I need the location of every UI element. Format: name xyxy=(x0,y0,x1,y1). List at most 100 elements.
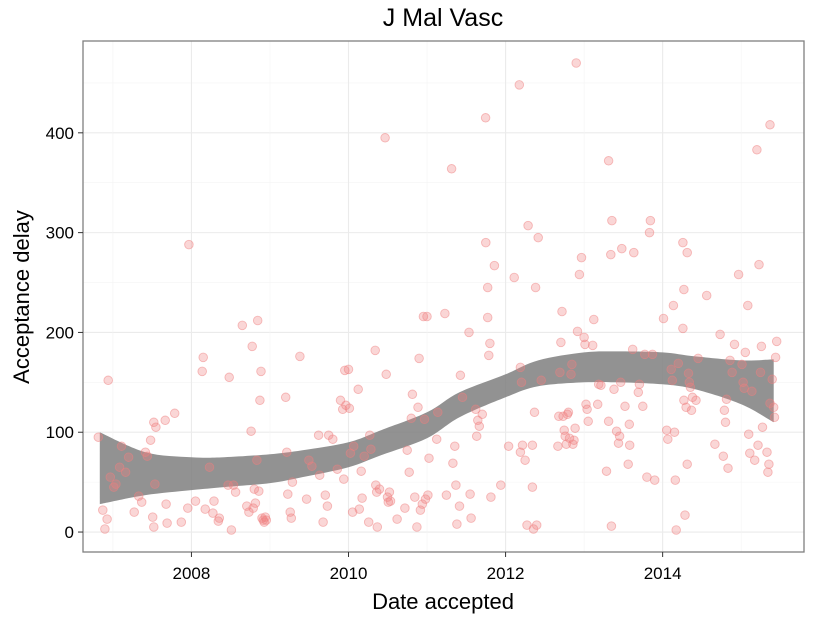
scatter-point xyxy=(769,412,780,423)
scatter-point xyxy=(477,409,488,420)
scatter-point xyxy=(105,472,116,482)
x-tick-label: 2010 xyxy=(330,564,368,583)
scatter-point xyxy=(503,441,514,451)
x-axis-title: Date accepted xyxy=(372,589,514,614)
scatter-point xyxy=(527,482,538,492)
scatter-point xyxy=(287,477,298,487)
scatter-point xyxy=(685,382,696,393)
scatter-point xyxy=(417,499,428,509)
scatter-point xyxy=(485,338,495,349)
scatter-point xyxy=(402,445,412,455)
scatter-point xyxy=(767,374,777,385)
scatter-point xyxy=(701,290,712,301)
scatter-point xyxy=(147,512,158,522)
scatter-point xyxy=(601,466,612,476)
scatter-point xyxy=(363,517,374,527)
scatter-point xyxy=(729,339,740,350)
scatter-point xyxy=(380,133,390,143)
scatter-point xyxy=(381,369,391,380)
scatter-point xyxy=(569,435,579,445)
scatter-point xyxy=(123,452,134,462)
scatter-point xyxy=(615,377,626,388)
scatter-point xyxy=(328,434,338,444)
scatter-point xyxy=(344,403,355,414)
scatter-point xyxy=(359,451,369,461)
scatter-point xyxy=(603,156,614,166)
scatter-point xyxy=(557,306,567,317)
scatter-point xyxy=(567,359,577,370)
scatter-point xyxy=(161,499,171,509)
scatter-point xyxy=(682,459,692,469)
scatter-point xyxy=(754,259,764,270)
scatter-point xyxy=(422,311,432,322)
scatter-point xyxy=(93,432,104,442)
scatter-point xyxy=(480,113,491,123)
scatter-point xyxy=(671,525,681,535)
scatter-point xyxy=(589,314,599,325)
scatter-point xyxy=(200,504,210,514)
scatter-point xyxy=(455,370,466,381)
scatter-point xyxy=(176,517,187,527)
scatter-point xyxy=(481,237,491,248)
scatter-point xyxy=(764,459,774,469)
scatter-point xyxy=(392,514,402,524)
scatter-point xyxy=(533,232,543,243)
scatter-point xyxy=(629,247,639,258)
scatter-point xyxy=(482,282,493,293)
scatter-point xyxy=(365,430,375,440)
scatter-point xyxy=(385,496,396,506)
scatter-point xyxy=(407,389,418,400)
scatter-point xyxy=(343,364,354,375)
scatter-point xyxy=(423,490,433,500)
scatter-point xyxy=(486,492,496,502)
scatter-point xyxy=(406,413,417,424)
scatter-point xyxy=(658,313,669,324)
y-tick-label: 200 xyxy=(46,323,74,342)
scatter-point xyxy=(149,522,159,532)
scatter-point xyxy=(464,327,474,338)
scatter-point xyxy=(624,440,635,450)
scatter-point xyxy=(644,227,655,238)
scatter-point xyxy=(530,282,541,293)
scatter-point xyxy=(255,395,265,406)
scatter-point xyxy=(679,284,689,295)
scatter-point xyxy=(252,455,262,465)
scatter-point xyxy=(723,463,733,473)
scatter-point xyxy=(579,332,589,343)
scatter-point xyxy=(353,384,363,395)
scatter-point xyxy=(555,367,565,378)
scatter-point xyxy=(412,522,422,532)
scatter-point xyxy=(576,252,587,263)
scatter-point xyxy=(523,220,533,231)
scatter-point xyxy=(162,518,172,528)
scatter-point xyxy=(520,455,530,465)
scatter-point xyxy=(441,490,452,500)
scatter-point xyxy=(768,402,779,413)
x-tick-label: 2012 xyxy=(487,564,525,583)
scatter-point xyxy=(642,472,652,482)
scatter-point xyxy=(763,467,773,477)
scatter-point xyxy=(114,462,125,472)
scatter-point xyxy=(681,402,691,413)
points-layer xyxy=(93,58,782,535)
scatter-point xyxy=(357,493,367,503)
scatter-point xyxy=(638,401,648,412)
scatter-point xyxy=(587,340,598,351)
scatter-point xyxy=(613,438,624,448)
y-tick-label: 300 xyxy=(46,224,74,243)
scatter-point xyxy=(250,498,261,508)
scatter-point xyxy=(570,423,580,433)
scatter-point xyxy=(743,300,753,311)
scatter-point xyxy=(710,439,720,449)
scatter-point xyxy=(103,375,113,386)
scatter-point xyxy=(634,379,645,390)
scatter-point xyxy=(515,362,526,373)
scatter-point xyxy=(286,513,297,523)
scatter-point xyxy=(339,474,349,484)
scatter-point xyxy=(682,247,692,258)
scatter-point xyxy=(733,269,744,280)
scatter-point xyxy=(580,339,590,350)
scatter-point xyxy=(230,487,241,497)
scatter-point xyxy=(465,489,475,499)
